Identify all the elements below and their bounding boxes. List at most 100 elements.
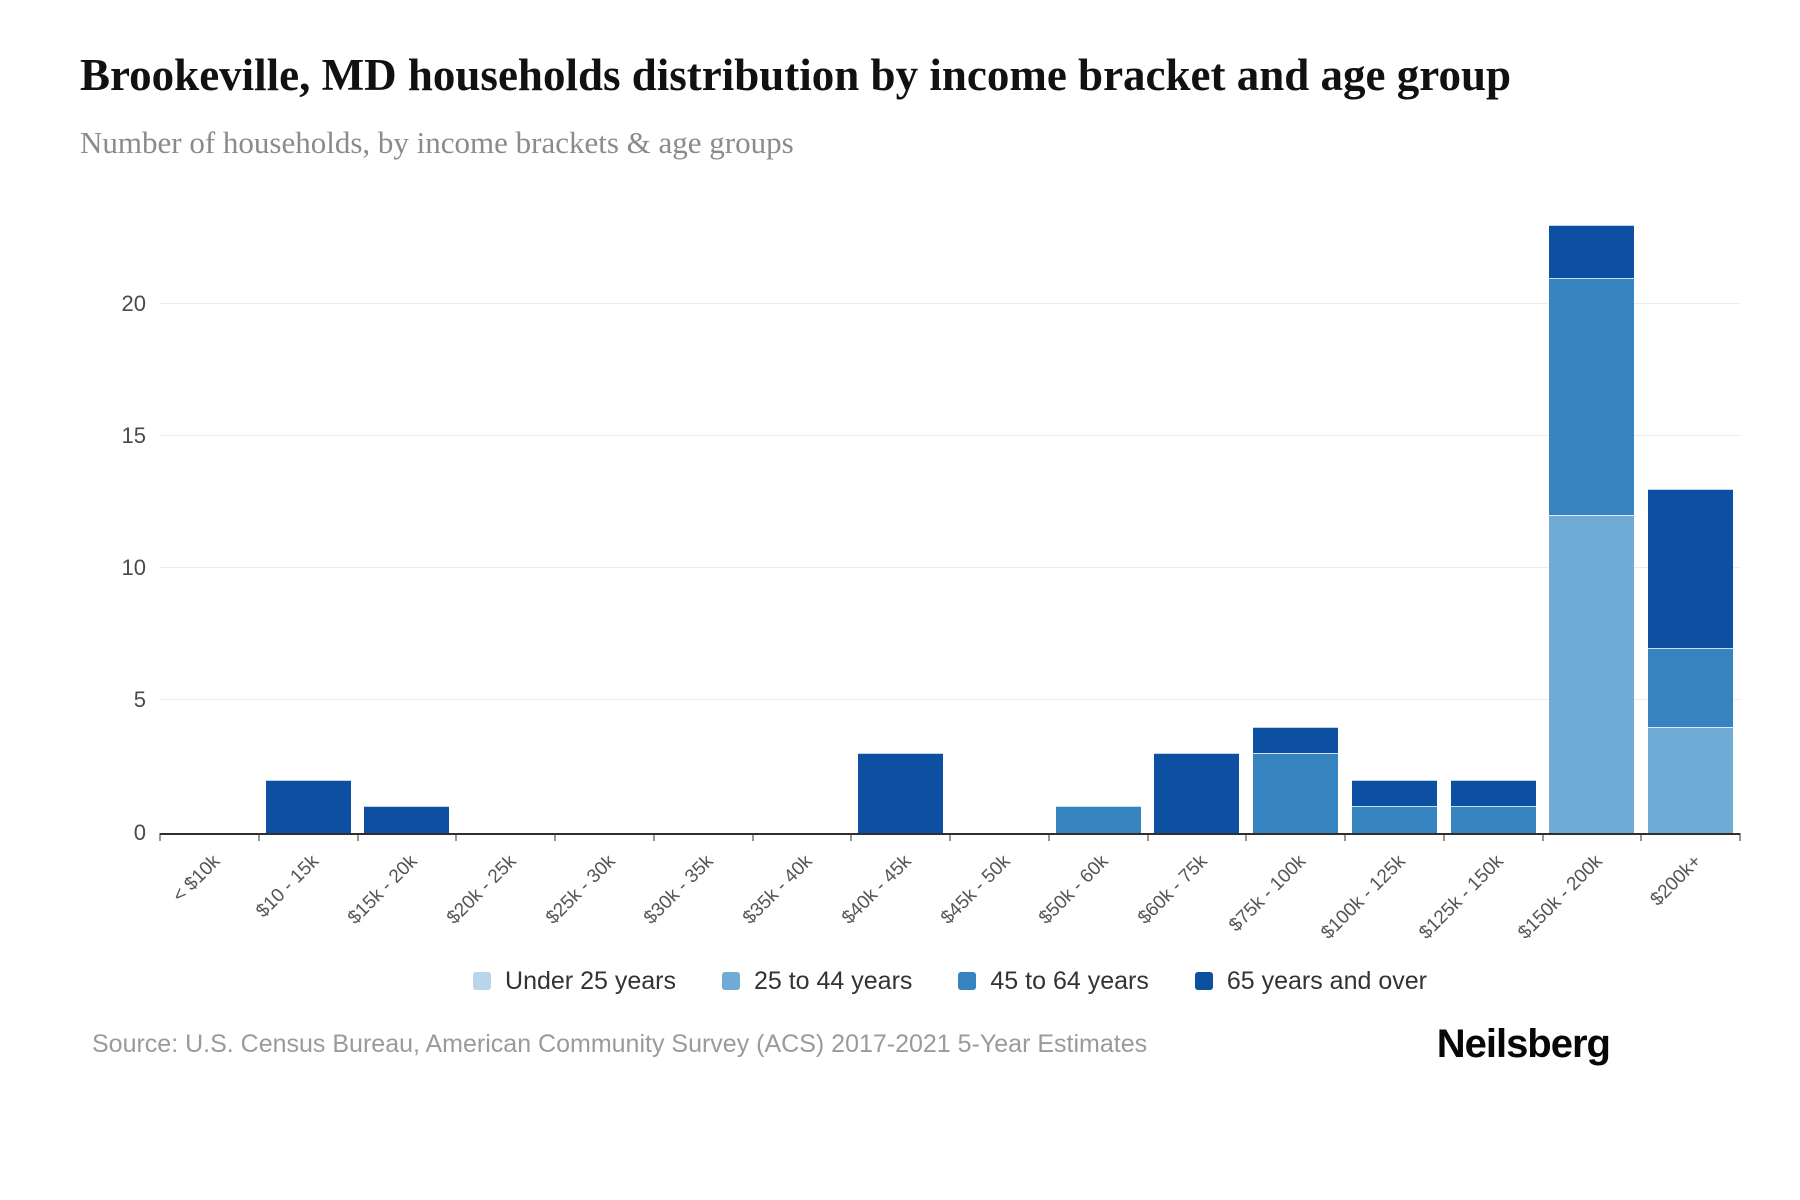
stacked-bar (1055, 806, 1141, 833)
category-slot (753, 191, 852, 841)
legend-item[interactable]: 25 to 44 years (721, 966, 913, 996)
gridline (160, 699, 1740, 701)
legend-label: 45 to 64 years (990, 966, 1149, 995)
bars-row (159, 191, 1741, 841)
category-slot (1246, 191, 1346, 841)
bar-segment[interactable] (1549, 515, 1635, 833)
x-tick-label: < $10k (168, 850, 225, 907)
stacked-bar (265, 779, 351, 833)
category-slot (1148, 191, 1247, 841)
bar-segment[interactable] (1351, 806, 1437, 833)
bar-segment[interactable] (1648, 647, 1734, 727)
category-slot (950, 191, 1050, 841)
category-slot (259, 191, 358, 841)
x-axis-tick (949, 832, 951, 841)
source-text: Source: U.S. Census Bureau, American Com… (92, 1029, 1148, 1058)
bar-segment[interactable] (1351, 779, 1437, 807)
stacked-bar (1154, 753, 1240, 833)
footer: Source: U.S. Census Bureau, American Com… (92, 1021, 1611, 1067)
stacked-bar (1549, 224, 1635, 833)
bar-segment[interactable] (1253, 753, 1339, 833)
category-slot (851, 191, 951, 841)
bar-segment[interactable] (1648, 726, 1734, 833)
stacked-bar (1450, 779, 1536, 833)
x-axis-tick (653, 832, 655, 841)
bar-segment[interactable] (1549, 277, 1635, 516)
x-axis-tick (850, 832, 852, 841)
bar-segment[interactable] (858, 753, 944, 833)
category-slot (1049, 191, 1148, 841)
x-tick-label: $10 - 15k (252, 850, 323, 922)
x-label-slot: $50k - 60k (1035, 835, 1148, 963)
category-slot (1345, 191, 1445, 841)
plot-area: 0 5 10 15 20 (122, 191, 1741, 845)
x-label-slot: $30k - 35k (640, 835, 753, 963)
gridline (160, 303, 1740, 305)
x-label-slot: < $10k (160, 835, 259, 963)
bar-segment[interactable] (265, 779, 351, 833)
legend-swatch-icon (473, 972, 492, 990)
category-slot (1543, 191, 1642, 841)
bar-segment[interactable] (1055, 806, 1141, 833)
legend-item[interactable]: 65 years and over (1194, 967, 1427, 996)
chart-header: Brookeville, MD households distribution … (80, 46, 1720, 161)
gridline (160, 567, 1740, 569)
neilsberg-logo: Neilsberg (1436, 1021, 1611, 1066)
x-axis-tick (752, 832, 753, 841)
x-axis-tick (1640, 832, 1642, 841)
x-axis-tick (357, 832, 358, 841)
x-axis-tick (1739, 832, 1741, 841)
x-label-slot: $15k - 20k (344, 835, 457, 963)
category-slot (1444, 191, 1543, 841)
chart-area: 0 5 10 15 20 < $10k $10 - 15k $15k - 20k $20k -… (122, 191, 1741, 963)
x-axis-tick (554, 832, 556, 841)
bar-segment[interactable] (1450, 806, 1536, 833)
category-slot (654, 191, 753, 841)
legend-label: 25 to 44 years (753, 966, 913, 995)
category-slot (456, 191, 556, 841)
x-axis-tick (159, 832, 161, 841)
legend: Under 25 years 25 to 44 years 45 to 64 yea… (160, 967, 1740, 996)
category-slot (1641, 191, 1741, 841)
category-slot (555, 191, 655, 841)
x-label-slot: $20k - 25k (443, 835, 555, 963)
x-axis-tick (1443, 832, 1445, 841)
x-label-slot: $45k - 50k (937, 835, 1049, 963)
y-tick-label: 0 (133, 819, 146, 845)
x-label-slot: $200k+ (1641, 835, 1740, 963)
gridline (160, 435, 1740, 437)
legend-swatch-icon (721, 972, 740, 990)
bar-segment[interactable] (1549, 224, 1635, 278)
bar-segment[interactable] (1253, 726, 1339, 754)
stacked-bar (858, 753, 944, 833)
bar-segment[interactable] (364, 806, 450, 833)
x-label-slot: $60k - 75k (1134, 835, 1247, 963)
x-label-slot: $35k - 40k (739, 835, 852, 963)
bar-segment[interactable] (1450, 779, 1536, 807)
stacked-bar (1648, 489, 1734, 833)
x-label-slot: $125k - 150k (1415, 835, 1543, 963)
x-axis-labels: < $10k $10 - 15k $15k - 20k $20k - 25k $25k … (160, 835, 1740, 963)
legend-label: Under 25 years (505, 966, 676, 995)
x-label-slot: $40k - 45k (838, 835, 950, 963)
x-axis-tick (1344, 832, 1346, 841)
bar-segment[interactable] (1154, 753, 1240, 833)
y-tick-label: 5 (133, 687, 146, 713)
legend-item[interactable]: 45 to 64 years (958, 966, 1149, 996)
category-slot (159, 191, 260, 841)
x-label-slot: $10 - 15k (252, 835, 358, 963)
stacked-bar (1253, 726, 1339, 833)
legend-swatch-icon (1194, 972, 1213, 990)
bar-segment[interactable] (1648, 489, 1734, 648)
legend-swatch-icon (958, 972, 977, 990)
y-tick-label: 10 (121, 555, 146, 581)
stacked-bar (1351, 779, 1437, 833)
y-tick-label: 20 (121, 291, 146, 317)
x-axis-tick (258, 832, 260, 841)
x-axis-tick (1147, 832, 1148, 841)
legend-item[interactable]: Under 25 years (473, 967, 676, 996)
page-subtitle: Number of households, by income brackets… (80, 124, 794, 160)
stacked-bar (364, 806, 450, 833)
x-axis-tick (1245, 832, 1247, 841)
